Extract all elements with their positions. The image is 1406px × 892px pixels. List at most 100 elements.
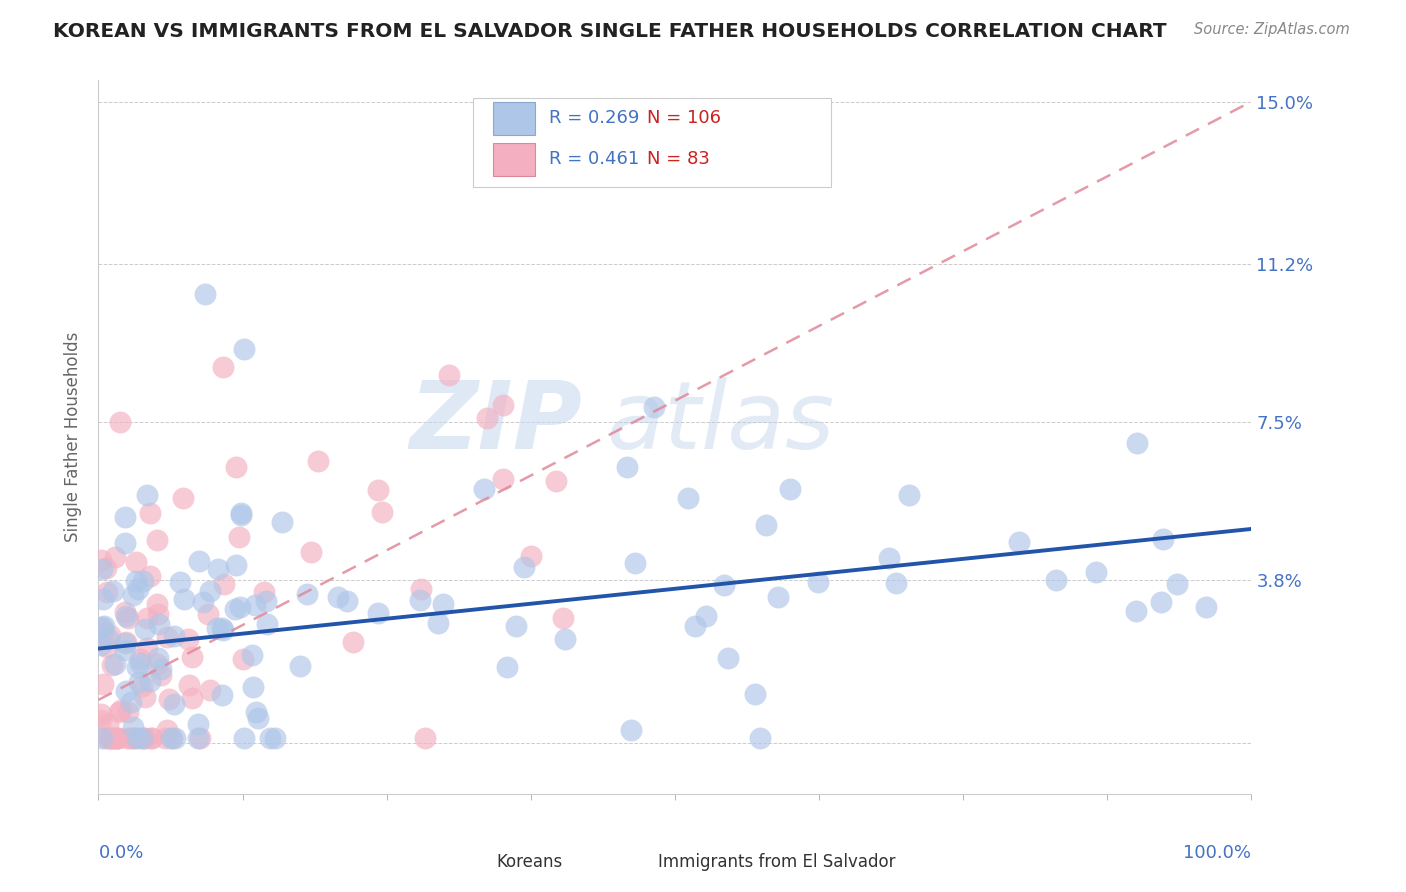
Point: [546, 474, 568, 488]
Point: [198, 682, 221, 697]
Point: [114, 636, 136, 650]
Point: [254, 594, 277, 608]
Point: [115, 635, 138, 649]
Point: [131, 731, 153, 746]
Point: [180, 650, 202, 665]
Text: Source: ZipAtlas.com: Source: ZipAtlas.com: [1194, 22, 1350, 37]
Point: [259, 731, 281, 746]
Point: [212, 623, 235, 637]
Point: [187, 554, 209, 568]
Point: [162, 629, 184, 643]
Point: [134, 731, 156, 746]
Point: [232, 652, 254, 666]
Point: [1045, 573, 1067, 587]
Text: N = 83: N = 83: [647, 151, 710, 169]
Point: [97, 717, 120, 731]
Point: [124, 731, 146, 746]
Point: [187, 731, 209, 746]
Point: [554, 632, 576, 646]
Point: [228, 530, 250, 544]
Point: [616, 460, 638, 475]
Point: [148, 616, 170, 631]
Text: 100.0%: 100.0%: [1184, 844, 1251, 862]
Point: [413, 731, 436, 746]
Point: [141, 731, 163, 746]
Point: [110, 415, 132, 429]
Point: [1166, 577, 1188, 591]
Point: [211, 621, 233, 635]
Point: [114, 536, 136, 550]
Point: [90, 707, 112, 722]
Point: [207, 561, 229, 575]
Point: [120, 731, 142, 746]
Point: [96, 584, 118, 599]
Point: [101, 584, 124, 599]
Point: [103, 731, 125, 746]
FancyBboxPatch shape: [460, 848, 491, 877]
Point: [134, 690, 156, 705]
Point: [551, 611, 574, 625]
Point: [766, 590, 789, 604]
Point: [139, 673, 162, 688]
Point: [232, 343, 254, 357]
Point: [409, 593, 432, 607]
Point: [117, 706, 139, 720]
Point: [104, 550, 127, 565]
Point: [129, 652, 152, 666]
Point: [117, 611, 139, 625]
Point: [191, 595, 214, 609]
Point: [187, 716, 209, 731]
Point: [1195, 599, 1218, 614]
Point: [120, 695, 142, 709]
Point: [295, 587, 318, 601]
Point: [122, 721, 145, 735]
Point: [243, 598, 266, 612]
Point: [115, 609, 138, 624]
Point: [367, 483, 389, 497]
Point: [98, 731, 121, 746]
Point: [492, 472, 515, 486]
Point: [198, 584, 221, 599]
FancyBboxPatch shape: [621, 848, 652, 877]
Point: [492, 398, 515, 412]
Point: [231, 507, 253, 521]
Point: [98, 731, 121, 746]
Point: [96, 640, 118, 655]
Point: [110, 703, 132, 717]
Point: [93, 619, 115, 633]
Point: [107, 731, 129, 746]
Point: [90, 620, 112, 634]
Point: [1085, 565, 1108, 579]
Point: [263, 731, 285, 746]
Point: [1008, 534, 1031, 549]
Point: [146, 533, 169, 547]
Point: [342, 635, 364, 649]
Text: R = 0.269: R = 0.269: [550, 110, 640, 128]
Point: [141, 731, 163, 746]
Point: [105, 731, 128, 746]
Point: [98, 731, 121, 746]
Point: [134, 623, 156, 637]
Point: [299, 544, 322, 558]
Text: 0.0%: 0.0%: [98, 844, 143, 862]
Point: [307, 454, 329, 468]
Point: [205, 622, 228, 636]
Point: [160, 731, 183, 746]
Point: [744, 687, 766, 701]
Point: [101, 731, 124, 746]
Point: [211, 688, 233, 702]
Point: [256, 617, 278, 632]
Point: [181, 691, 204, 706]
Point: [177, 632, 200, 647]
Point: [104, 657, 127, 671]
Point: [172, 491, 194, 506]
Point: [173, 591, 195, 606]
Point: [90, 621, 112, 635]
Point: [676, 491, 699, 505]
Point: [163, 698, 186, 712]
Point: [146, 651, 169, 665]
Point: [695, 609, 717, 624]
Point: [643, 400, 665, 414]
Point: [225, 558, 247, 572]
Text: KOREAN VS IMMIGRANTS FROM EL SALVADOR SINGLE FATHER HOUSEHOLDS CORRELATION CHART: KOREAN VS IMMIGRANTS FROM EL SALVADOR SI…: [53, 22, 1167, 41]
